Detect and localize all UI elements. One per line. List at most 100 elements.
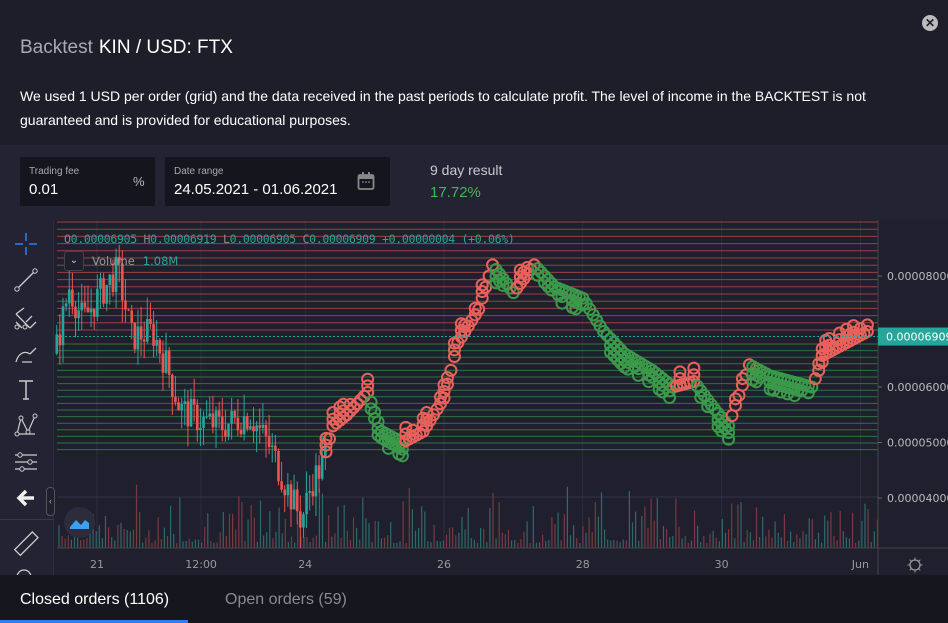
crosshair-icon[interactable] [12,230,40,258]
sell-order-marker [347,400,361,414]
candle-body [189,398,193,427]
x-tick-label: 12:00 [185,558,217,571]
candle-body [255,425,258,432]
calendar-icon[interactable] [357,171,375,191]
candle-body [274,445,277,451]
sell-order-marker [472,302,486,316]
sell-order-marker [475,291,489,305]
candle-body [289,484,293,510]
sell-order-marker [399,420,413,434]
tradingview-logo-icon[interactable] [64,507,95,538]
candle-body [170,374,174,397]
x-tick-label: 24 [298,558,312,571]
candle-body [205,416,208,418]
ruler-icon[interactable] [12,530,40,558]
settings-gear-icon[interactable] [907,557,923,573]
current-price-tag [878,327,948,346]
tab-closed-orders[interactable]: Closed orders (1106) [20,591,170,608]
buy-order-marker [395,449,409,463]
candle-body [177,402,180,411]
candle-body [89,308,93,313]
buy-order-marker [538,276,552,290]
candle-body [252,426,255,432]
candle-body [192,398,196,405]
candle-body [55,334,59,354]
candle-body [96,288,99,317]
candle-body [139,326,143,340]
candle-body [136,326,140,350]
orders-tabs: Closed orders (1106) Open orders (59) [0,575,948,623]
buy-order-marker [597,325,611,338]
candle-body [208,413,212,417]
candle-body [202,416,205,428]
candle-body [155,339,158,346]
x-tick-label: 30 [715,558,729,571]
pitchfork-icon[interactable] [12,304,40,332]
sell-order-marker [673,365,687,379]
brush-icon[interactable] [12,340,40,368]
sell-order-marker [361,379,375,393]
trading-fee-field[interactable]: Trading fee 0.01 % [20,157,155,206]
sell-order-marker [437,384,451,398]
price-chart[interactable]: 21 12:00 24 26 28 30 Jun 0.00006909 0.00008000 0.… [0,220,948,575]
buy-order-marker [531,268,545,282]
candle-body [86,307,90,313]
result-value: 17.72% [430,184,481,201]
candle-body [224,430,227,437]
prediction-icon[interactable] [12,448,40,476]
toolbar-divider [0,519,54,520]
candle-body [195,404,199,431]
candle-body [74,306,77,319]
arrow-left-icon[interactable] [12,484,40,512]
candle-body [164,350,168,373]
buy-order-marker [569,302,583,316]
sell-order-marker [440,371,454,385]
candle-body [102,278,105,304]
zoom-icon[interactable] [12,565,40,593]
candle-body [261,424,265,428]
candle-body [121,263,124,301]
date-range-field[interactable]: Date range 24.05.2021 - 01.06.2021 [165,157,390,206]
candle-body [161,353,165,373]
candle-body [267,435,271,447]
candle-body [295,489,299,512]
sell-order-marker [447,349,461,363]
candle-body [108,274,112,285]
candle-body [127,309,130,311]
x-tick-label: 26 [437,558,451,571]
candle-body [183,401,187,404]
sell-order-marker [728,392,742,406]
candle-body [133,322,137,350]
candle-body [83,302,87,308]
text-icon[interactable] [12,376,40,404]
chart-canvas[interactable]: 21 12:00 24 26 28 30 Jun 0.00006909 0.00008000 0.… [0,220,948,575]
candle-body [245,416,249,429]
candle-body [105,284,109,304]
candle-body [211,413,215,428]
sell-order-marker [350,397,364,411]
sell-order-marker [322,432,336,446]
trend-line-icon[interactable] [12,266,40,294]
sell-order-marker [319,438,333,452]
close-icon[interactable]: ✕ [922,15,938,31]
candle-body [67,289,71,304]
collapse-toolbar-button[interactable]: ‹ [46,487,55,516]
settings-band [0,145,948,220]
x-tick-label: 21 [90,558,104,571]
candle-body [214,410,218,428]
candle-body [117,256,121,264]
candle-body [64,303,68,307]
sell-order-marker [319,445,333,459]
pattern-icon[interactable] [12,412,40,440]
candle-body [199,427,202,431]
y-tick-label: 0.00005000 [887,437,948,450]
candle-body [77,310,80,319]
candle-body [280,481,283,490]
sell-order-marker [444,363,458,377]
tab-open-orders[interactable]: Open orders (59) [225,591,347,608]
chevron-down-icon[interactable]: ⌄ [64,251,84,271]
sell-order-marker [447,343,461,357]
x-tick-label: 28 [576,558,590,571]
y-tick-label: 0.00004000 [887,492,948,505]
candle-body [217,410,221,417]
